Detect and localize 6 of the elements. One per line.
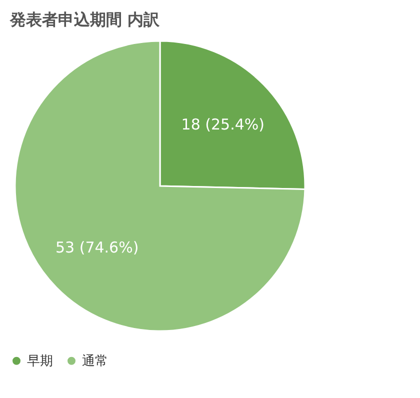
chart-title: 発表者申込期間 内訳 bbox=[9, 10, 161, 29]
legend-label: 早期 bbox=[27, 354, 53, 369]
data-label: 53 (74.6%) bbox=[55, 238, 139, 257]
pie-slice bbox=[14, 40, 306, 332]
data-label: 18 (25.4%) bbox=[181, 115, 265, 134]
legend-label: 通常 bbox=[82, 354, 108, 369]
